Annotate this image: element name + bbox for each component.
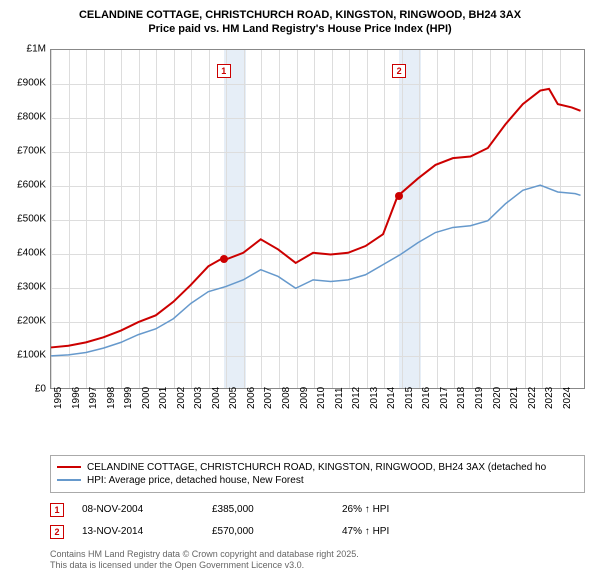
chart-marker: 2 bbox=[392, 64, 406, 78]
y-axis-label: £900K bbox=[17, 77, 46, 88]
x-axis-label: 2005 bbox=[228, 386, 239, 408]
x-axis-label: 1999 bbox=[123, 386, 134, 408]
y-axis-label: £500K bbox=[17, 213, 46, 224]
sales-price: £385,000 bbox=[212, 504, 342, 515]
x-axis-label: 2010 bbox=[316, 386, 327, 408]
legend-label: HPI: Average price, detached house, New … bbox=[87, 475, 304, 486]
x-axis-label: 1995 bbox=[53, 386, 64, 408]
chart-marker: 1 bbox=[217, 64, 231, 78]
sales-pct: 26% ↑ HPI bbox=[342, 504, 472, 515]
y-axis-label: £700K bbox=[17, 145, 46, 156]
chart-lines bbox=[51, 50, 584, 388]
x-axis-label: 2006 bbox=[246, 386, 257, 408]
x-axis-label: 2014 bbox=[386, 386, 397, 408]
x-axis-label: 2012 bbox=[351, 386, 362, 408]
x-axis-label: 2009 bbox=[299, 386, 310, 408]
x-axis-label: 2011 bbox=[334, 387, 345, 409]
legend-row: HPI: Average price, detached house, New … bbox=[57, 475, 578, 486]
x-axis-label: 2008 bbox=[281, 386, 292, 408]
legend-swatch bbox=[57, 466, 81, 468]
x-axis-label: 2013 bbox=[369, 386, 380, 408]
sales-marker: 1 bbox=[50, 503, 64, 517]
y-axis-label: £100K bbox=[17, 349, 46, 360]
series-property bbox=[51, 88, 581, 347]
y-axis-label: £600K bbox=[17, 179, 46, 190]
y-axis-label: £0 bbox=[35, 383, 46, 394]
sales-marker: 2 bbox=[50, 525, 64, 539]
x-axis-label: 2003 bbox=[193, 386, 204, 408]
footer-line-1: Contains HM Land Registry data © Crown c… bbox=[50, 549, 359, 559]
x-axis-label: 2019 bbox=[474, 386, 485, 408]
plot-area: 12 bbox=[50, 49, 585, 389]
y-axis: £0 £100K £200K £300K £400K £500K £600K £700K £80… bbox=[10, 41, 50, 421]
x-axis-label: 2007 bbox=[263, 386, 274, 408]
legend-swatch bbox=[57, 479, 81, 481]
x-axis-label: 2022 bbox=[527, 386, 538, 408]
y-axis-label: £200K bbox=[17, 315, 46, 326]
legend: CELANDINE COTTAGE, CHRISTCHURCH ROAD, KI… bbox=[50, 455, 585, 493]
legend-row: CELANDINE COTTAGE, CHRISTCHURCH ROAD, KI… bbox=[57, 462, 578, 473]
sales-table: 1 08-NOV-2004£385,00026% ↑ HPI 2 13-NOV-201… bbox=[50, 499, 585, 543]
title-line-2: Price paid vs. HM Land Registry's House … bbox=[148, 23, 451, 35]
x-axis-label: 2015 bbox=[404, 386, 415, 408]
chart-title: CELANDINE COTTAGE, CHRISTCHURCH ROAD, KI… bbox=[10, 8, 590, 37]
footer-line-2: This data is licensed under the Open Gov… bbox=[50, 560, 304, 570]
x-axis-label: 1996 bbox=[71, 386, 82, 408]
chart-area: £0 £100K £200K £300K £400K £500K £600K £700K £80… bbox=[10, 41, 590, 421]
x-axis-label: 2004 bbox=[211, 386, 222, 408]
sale-dot bbox=[395, 192, 403, 200]
sales-date: 08-NOV-2004 bbox=[82, 504, 212, 515]
x-axis-label: 2002 bbox=[176, 386, 187, 408]
x-axis: 1995199619971998199920002001200220032004… bbox=[50, 391, 585, 421]
x-axis-label: 2021 bbox=[509, 386, 520, 408]
x-axis-label: 2023 bbox=[544, 386, 555, 408]
x-axis-label: 2001 bbox=[158, 386, 169, 408]
y-axis-label: £400K bbox=[17, 247, 46, 258]
sales-row: 2 13-NOV-2014£570,00047% ↑ HPI bbox=[50, 521, 585, 543]
x-axis-label: 1997 bbox=[88, 386, 99, 408]
x-axis-label: 2024 bbox=[562, 386, 573, 408]
y-axis-label: £1M bbox=[27, 43, 46, 54]
x-axis-label: 2020 bbox=[492, 386, 503, 408]
x-axis-label: 2017 bbox=[439, 386, 450, 408]
x-axis-label: 2016 bbox=[421, 386, 432, 408]
x-axis-label: 2018 bbox=[456, 386, 467, 408]
sales-row: 1 08-NOV-2004£385,00026% ↑ HPI bbox=[50, 499, 585, 521]
sales-price: £570,000 bbox=[212, 526, 342, 537]
series-hpi bbox=[51, 185, 581, 356]
y-axis-label: £800K bbox=[17, 111, 46, 122]
sales-pct: 47% ↑ HPI bbox=[342, 526, 472, 537]
sales-date: 13-NOV-2014 bbox=[82, 526, 212, 537]
legend-label: CELANDINE COTTAGE, CHRISTCHURCH ROAD, KI… bbox=[87, 462, 546, 473]
sale-dot bbox=[220, 255, 228, 263]
x-axis-label: 1998 bbox=[106, 386, 117, 408]
x-axis-label: 2000 bbox=[141, 386, 152, 408]
footer: Contains HM Land Registry data © Crown c… bbox=[50, 549, 590, 572]
title-line-1: CELANDINE COTTAGE, CHRISTCHURCH ROAD, KI… bbox=[79, 9, 521, 21]
y-axis-label: £300K bbox=[17, 281, 46, 292]
